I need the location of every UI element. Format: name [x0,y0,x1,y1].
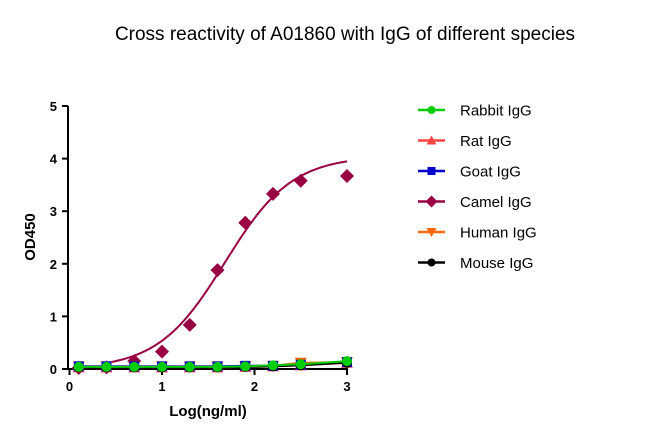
y-axis-label: OD450 [22,213,39,261]
y-tick-label: 2 [50,257,57,272]
rabbit-igg-point [240,361,251,372]
legend-label: Rabbit IgG [460,103,532,120]
rabbit-igg-point [73,361,84,372]
x-axis-label: Log(ng/ml) [169,403,246,420]
legend-item-human-igg: Human IgG [418,225,537,242]
y-tick-label: 1 [50,309,57,324]
x-tick-label: 1 [158,379,165,394]
rabbit-igg-point [295,359,306,370]
rabbit-igg-point [184,361,195,372]
legend-label: Camel IgG [460,194,532,211]
legend-item-camel-igg: Camel IgG [418,194,532,211]
camel-igg-point [340,168,354,183]
x-tick-label: 3 [343,379,350,394]
legend-marker-diamond-icon [425,195,438,208]
legend-item-mouse-igg: Mouse IgG [418,255,533,272]
legend-marker-triangle-up-icon [426,135,437,145]
legend-item-goat-igg: Goat IgG [418,164,521,181]
legend-label: Mouse IgG [460,255,533,272]
legend-marker-triangle-down-icon [426,228,437,237]
rabbit-igg-point [212,361,223,372]
y-tick-label: 0 [50,362,57,377]
legend-label: Human IgG [460,225,537,242]
rabbit-igg-point [129,361,140,372]
legend-marker-circle-icon [427,106,436,114]
legend-label: Goat IgG [460,164,521,181]
y-tick-label: 5 [50,99,57,114]
rabbit-igg-point [101,361,112,372]
legend-marker-square-icon [427,167,436,175]
camel-igg-point [182,317,197,332]
y-tick-label: 4 [50,152,58,167]
rabbit-igg-point [342,356,352,367]
legend-item-rabbit-igg: Rabbit IgG [418,103,532,120]
rabbit-igg-point [157,361,167,372]
legend-item-rat-igg: Rat IgG [418,133,512,150]
chart-title: Cross reactivity of A01860 with IgG of d… [115,24,575,45]
camel-igg-line [101,160,348,365]
x-tick-label: 2 [251,379,258,394]
camel-igg-point [155,344,169,359]
legend-label: Rat IgG [460,133,512,150]
x-tick-label: 0 [66,379,73,394]
camel-igg-point [238,215,253,230]
camel-igg-point [210,263,225,278]
legend-marker-circle-icon [427,258,436,267]
rabbit-igg-point [268,360,278,371]
camel-igg-point [266,186,280,201]
rabbit-igg-line [78,360,348,368]
y-tick-label: 3 [50,204,57,219]
camel-igg-point [293,173,308,188]
